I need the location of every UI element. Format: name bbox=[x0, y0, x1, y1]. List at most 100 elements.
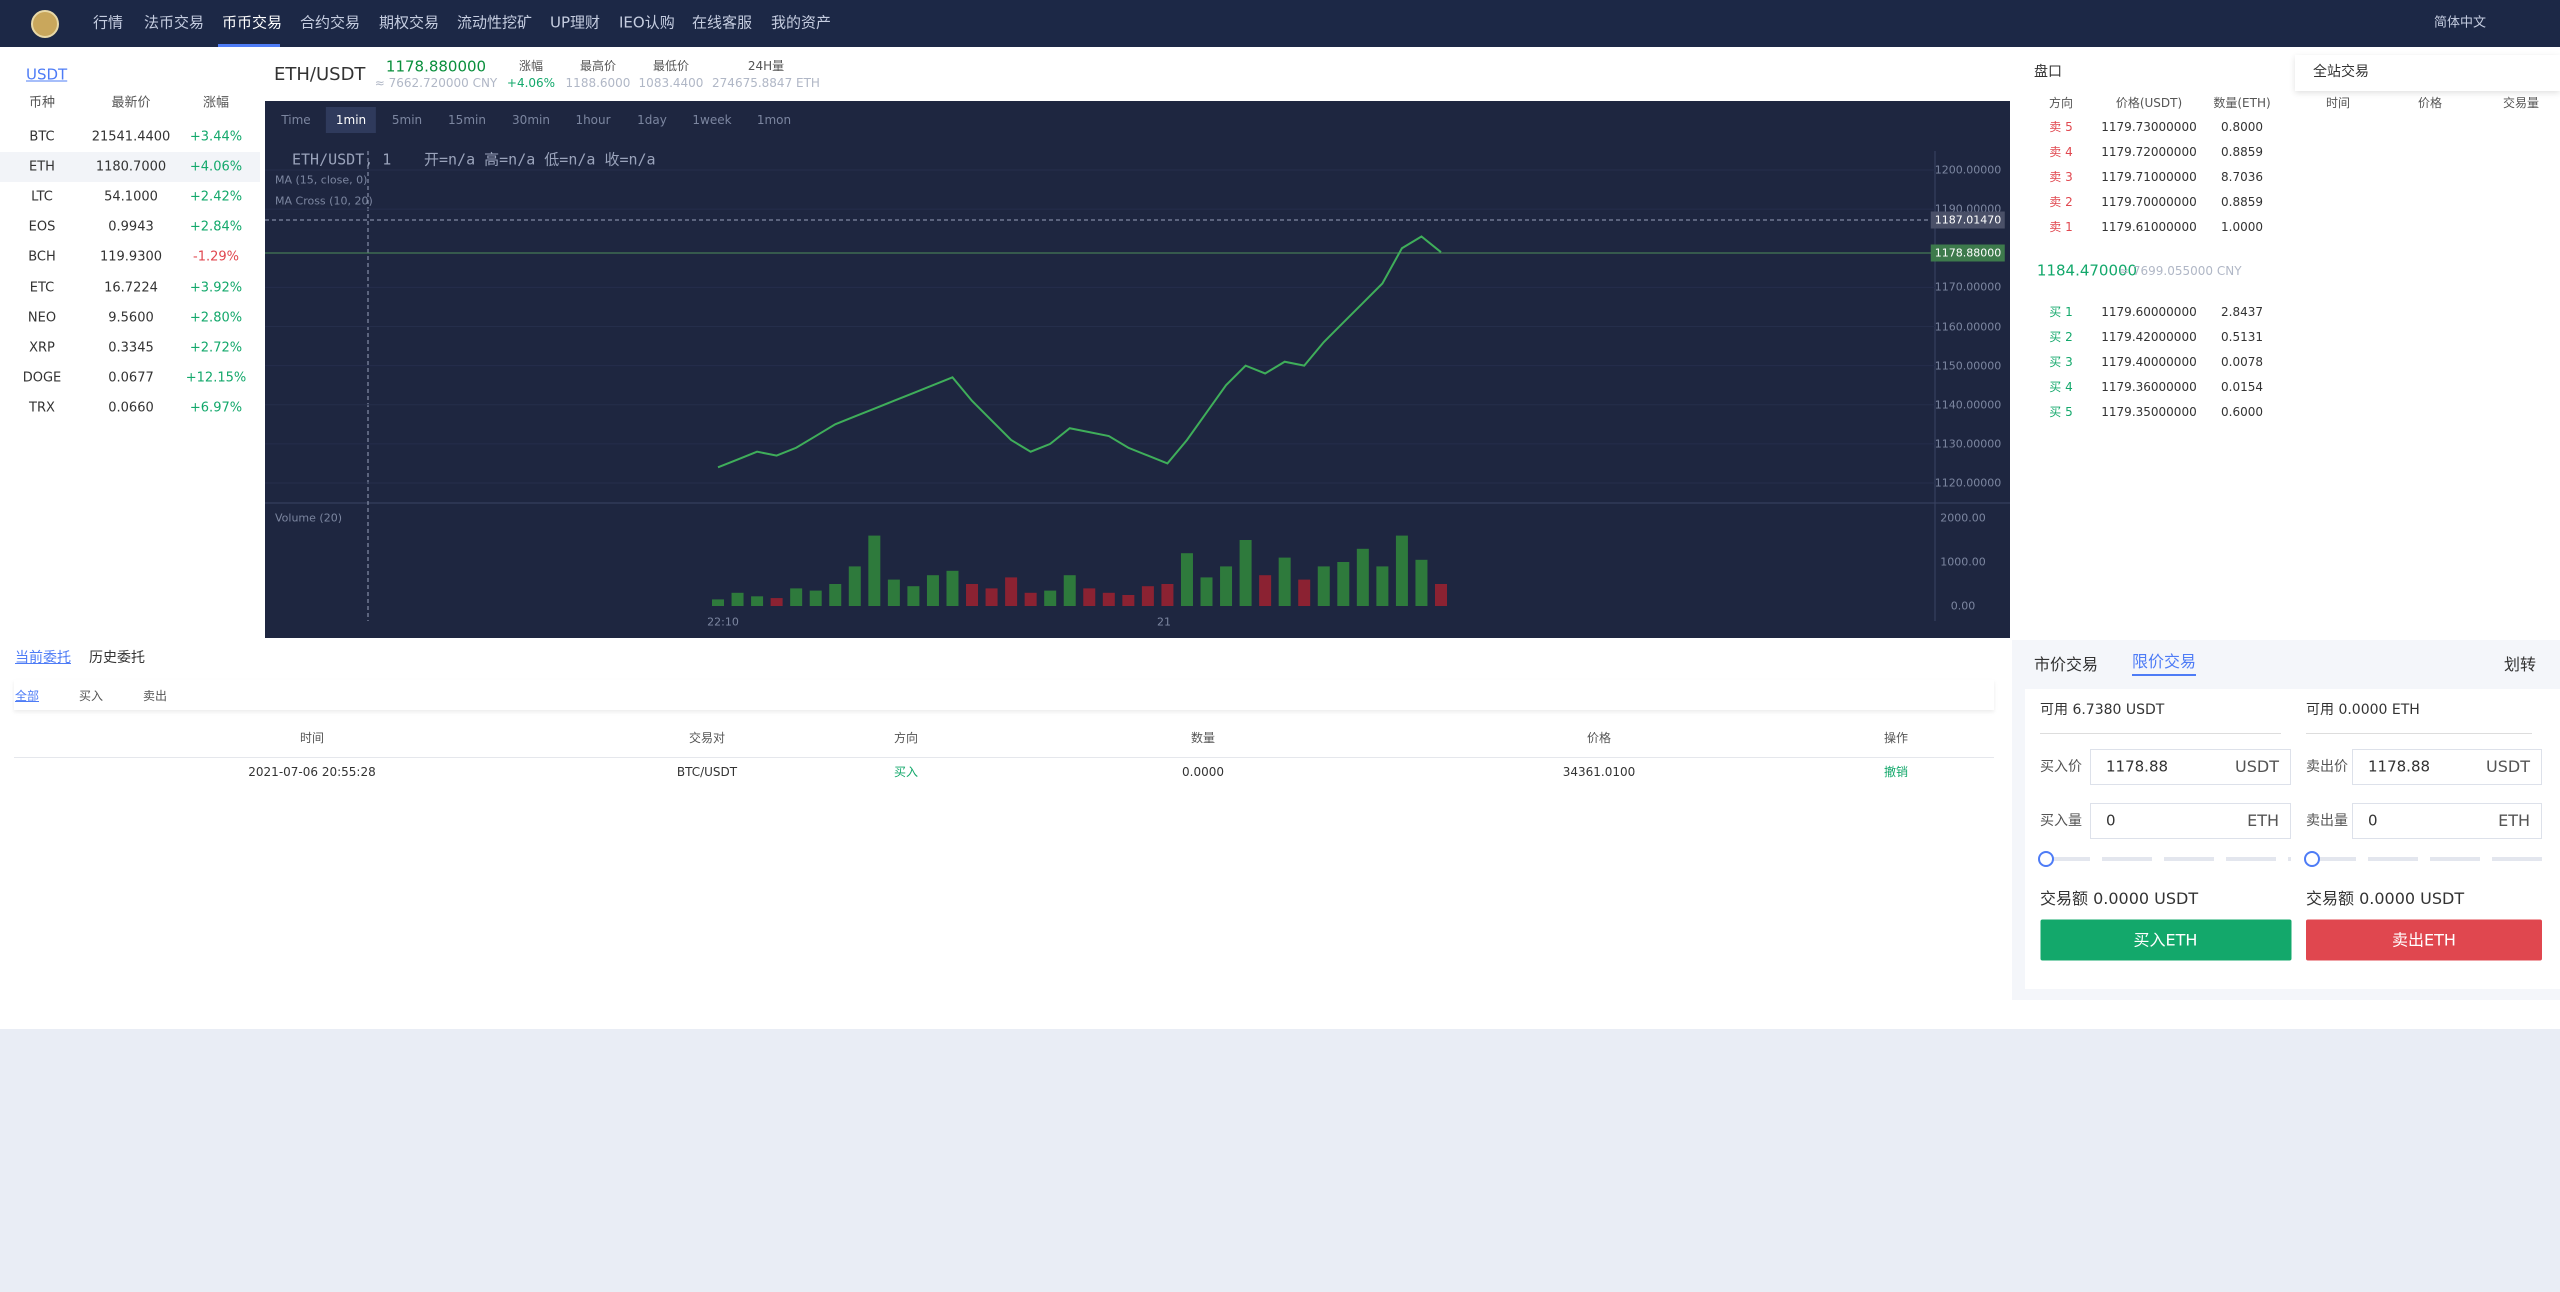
ask-cell[interactable]: 卖 4 bbox=[2049, 145, 2073, 160]
ask-cell[interactable]: 1179.70000000 bbox=[2101, 195, 2197, 210]
market-symbol[interactable]: EOS bbox=[28, 219, 56, 235]
ask-cell[interactable]: 卖 2 bbox=[2049, 195, 2073, 210]
trade-tab[interactable]: 限价交易 bbox=[2131, 654, 2197, 676]
interval-button[interactable]: 1week bbox=[692, 113, 732, 127]
market-price[interactable]: 0.9943 bbox=[108, 219, 154, 235]
bid-cell[interactable]: 买 3 bbox=[2049, 355, 2073, 370]
bid-cell[interactable]: 1179.40000000 bbox=[2101, 355, 2197, 370]
orders-filter[interactable]: 卖出 bbox=[142, 689, 168, 703]
ask-cell[interactable]: 卖 1 bbox=[2049, 220, 2073, 235]
cancel-button[interactable]: 撤销 bbox=[1883, 765, 1909, 779]
market-change[interactable]: +12.15% bbox=[185, 370, 247, 386]
price-input[interactable] bbox=[2352, 749, 2542, 785]
nav-item[interactable]: 我的资产 bbox=[771, 13, 832, 32]
market-symbol[interactable]: XRP bbox=[29, 340, 55, 356]
ask-cell[interactable]: 0.8859 bbox=[2221, 145, 2263, 160]
ask-cell[interactable]: 1179.61000000 bbox=[2101, 220, 2197, 235]
market-symbol[interactable]: LTC bbox=[31, 189, 53, 205]
nav-item[interactable]: UP理财 bbox=[550, 13, 601, 32]
market-symbol[interactable]: ETH bbox=[29, 159, 55, 175]
market-change[interactable]: +3.44% bbox=[189, 129, 243, 145]
ask-cell[interactable]: 卖 5 bbox=[2049, 120, 2073, 134]
interval-button[interactable]: 30min bbox=[512, 113, 550, 127]
bid-cell[interactable]: 买 5 bbox=[2049, 405, 2073, 420]
sell-button[interactable]: 卖出ETH bbox=[2306, 919, 2542, 961]
interval-button[interactable]: 5min bbox=[391, 113, 423, 127]
market-symbol[interactable]: BTC bbox=[29, 129, 55, 145]
bid-cell[interactable]: 0.0154 bbox=[2221, 380, 2263, 395]
market-change[interactable]: -1.29% bbox=[193, 249, 239, 265]
orders-filter[interactable]: 全部 bbox=[14, 689, 40, 703]
nav-item[interactable]: 期权交易 bbox=[379, 13, 440, 32]
bid-cell[interactable]: 0.5131 bbox=[2221, 330, 2263, 345]
amount-slider[interactable] bbox=[2304, 851, 2542, 867]
language-select[interactable]: 简体中文 bbox=[2433, 15, 2487, 31]
amount-input[interactable] bbox=[2090, 803, 2291, 839]
market-price[interactable]: 0.0677 bbox=[108, 370, 154, 386]
bid-cell[interactable]: 1179.42000000 bbox=[2101, 330, 2197, 345]
market-change[interactable]: +2.80% bbox=[189, 310, 243, 326]
market-change[interactable]: +2.72% bbox=[189, 340, 243, 356]
market-change[interactable]: +6.97% bbox=[189, 400, 243, 416]
nav-item[interactable]: 法币交易 bbox=[144, 13, 205, 32]
bid-cell[interactable]: 1179.36000000 bbox=[2101, 380, 2197, 395]
nav-item[interactable]: 行情 bbox=[93, 13, 124, 32]
price-input[interactable] bbox=[2090, 749, 2291, 785]
market-price[interactable]: 119.9300 bbox=[99, 249, 163, 265]
interval-button[interactable]: 1hour bbox=[575, 113, 611, 127]
bid-cell[interactable]: 1179.60000000 bbox=[2101, 305, 2197, 319]
market-symbol[interactable]: ETC bbox=[29, 280, 55, 295]
amount-input[interactable] bbox=[2352, 803, 2542, 839]
interval-button[interactable]: 1mon bbox=[756, 113, 792, 127]
nav-item[interactable]: 在线客服 bbox=[692, 13, 753, 32]
market-change[interactable]: +3.92% bbox=[189, 280, 243, 295]
ask-cell[interactable]: 卖 3 bbox=[2049, 170, 2073, 185]
bid-cell[interactable]: 买 2 bbox=[2049, 330, 2073, 345]
nav-item[interactable]: IEO认购 bbox=[619, 13, 675, 32]
nav-item[interactable]: 币币交易 bbox=[222, 13, 283, 32]
trade-tab[interactable]: 市价交易 bbox=[2033, 655, 2099, 674]
bid-cell[interactable]: 买 4 bbox=[2049, 380, 2073, 395]
market-symbol[interactable]: NEO bbox=[27, 310, 57, 326]
interval-button[interactable]: 15min bbox=[448, 113, 486, 127]
buy-button[interactable]: 买入ETH bbox=[2040, 919, 2291, 961]
bid-cell[interactable]: 0.6000 bbox=[2221, 405, 2263, 420]
market-price[interactable]: 0.0660 bbox=[108, 400, 154, 416]
market-price[interactable]: 54.1000 bbox=[104, 189, 158, 205]
market-price[interactable]: 16.7224 bbox=[104, 280, 158, 295]
market-tab[interactable]: USDT bbox=[26, 65, 68, 84]
orders-tab[interactable]: 当前委托 bbox=[15, 650, 71, 666]
ask-cell[interactable]: 1.0000 bbox=[2221, 220, 2263, 235]
bid-cell[interactable]: 2.8437 bbox=[2221, 305, 2263, 319]
market-change[interactable]: +2.84% bbox=[189, 219, 243, 235]
orders-tab[interactable]: 历史委托 bbox=[89, 650, 145, 666]
market-symbol[interactable]: BCH bbox=[28, 249, 56, 265]
market-symbol[interactable]: TRX bbox=[29, 400, 55, 416]
nav-item[interactable]: 合约交易 bbox=[300, 13, 361, 32]
orders-filter[interactable]: 买入 bbox=[78, 689, 104, 703]
ask-cell[interactable]: 8.7036 bbox=[2221, 170, 2263, 185]
market-change[interactable]: +2.42% bbox=[189, 189, 243, 205]
market-change[interactable]: +4.06% bbox=[189, 159, 243, 175]
logo[interactable] bbox=[31, 10, 59, 38]
bid-cell[interactable]: 0.0078 bbox=[2221, 355, 2263, 370]
market-price[interactable]: 9.5600 bbox=[108, 310, 154, 326]
ask-cell[interactable]: 0.8000 bbox=[2221, 120, 2263, 134]
market-price[interactable]: 21541.4400 bbox=[91, 129, 171, 145]
ask-cell[interactable]: 1179.73000000 bbox=[2101, 120, 2197, 134]
market-symbol[interactable]: DOGE bbox=[22, 370, 62, 386]
transfer-button[interactable]: 划转 bbox=[2503, 655, 2537, 674]
volume-bar bbox=[1161, 584, 1174, 606]
interval-button[interactable]: 1min bbox=[325, 107, 377, 133]
market-price[interactable]: 0.3345 bbox=[108, 340, 154, 356]
ask-cell[interactable]: 0.8859 bbox=[2221, 195, 2263, 210]
interval-button[interactable]: Time bbox=[281, 113, 311, 127]
ask-cell[interactable]: 1179.72000000 bbox=[2101, 145, 2197, 160]
interval-button[interactable]: 1day bbox=[637, 113, 667, 127]
ask-cell[interactable]: 1179.71000000 bbox=[2101, 170, 2197, 185]
market-price[interactable]: 1180.7000 bbox=[95, 159, 167, 175]
bid-cell[interactable]: 买 1 bbox=[2049, 305, 2073, 319]
amount-slider[interactable] bbox=[2038, 851, 2291, 867]
bid-cell[interactable]: 1179.35000000 bbox=[2101, 405, 2197, 420]
nav-item[interactable]: 流动性挖矿 bbox=[457, 13, 533, 32]
